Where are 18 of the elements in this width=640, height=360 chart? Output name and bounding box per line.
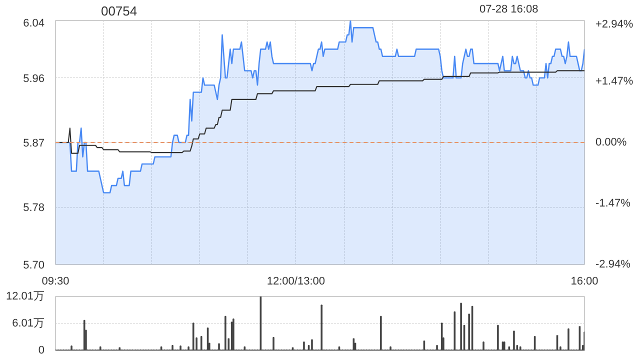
x-tick-label: 09:30 [42, 276, 70, 288]
y-tick-label: 6.04 [23, 18, 45, 30]
x-tick-label: 16:00 [570, 276, 598, 288]
x-tick-label: 12:00/13:00 [266, 276, 326, 288]
y2-tick-label: +2.94% [596, 18, 634, 30]
y-tick-label: 5.96 [23, 72, 45, 85]
y-tick-label: 12.01万 [6, 290, 45, 302]
y-tick-label: 5.70 [23, 260, 45, 272]
chart-title: 00754 [100, 4, 138, 18]
y-tick-label: 5.78 [23, 202, 45, 214]
y-tick-label: 0 [38, 344, 45, 356]
y2-tick-label: 0.00% [596, 136, 627, 148]
y2-tick-label: -1.47% [596, 198, 631, 210]
y-tick-label: 5.87 [23, 138, 45, 150]
y2-tick-label: +1.47% [596, 76, 634, 88]
text: 07-28 16:08 [479, 4, 538, 16]
y-tick-label: 6.01万 [12, 317, 45, 330]
y2-tick-label: -2.94% [596, 258, 631, 270]
